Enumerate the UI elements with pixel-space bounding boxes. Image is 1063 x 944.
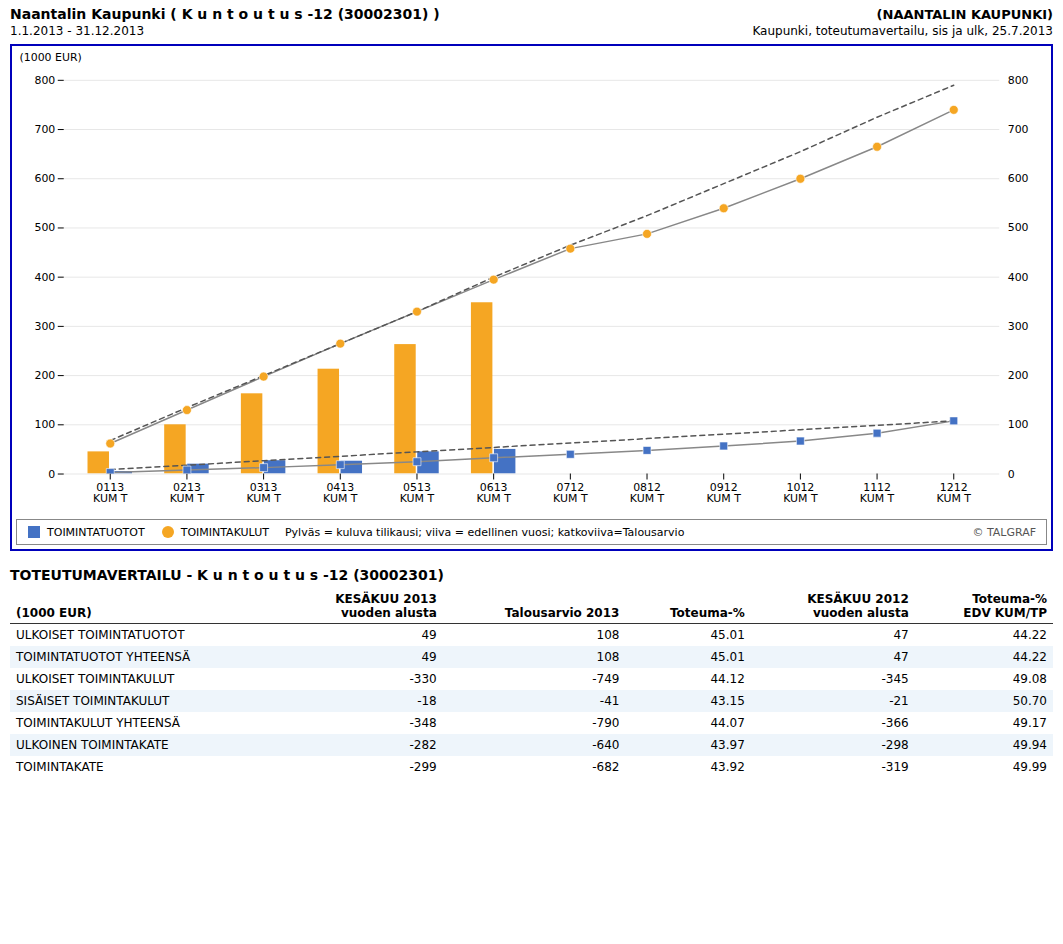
html-text:45.01: 45.01 <box>710 650 745 665</box>
html-text:-299: -299 <box>409 760 437 775</box>
svg-text:600: 600 <box>34 172 55 185</box>
html-text:Talousarvio 2013: Talousarvio 2013 <box>504 606 620 621</box>
svg-text:600: 600 <box>1008 172 1029 185</box>
html-text:SISÄISET TOIMINTAKULUT: SISÄISET TOIMINTAKULUT <box>16 694 170 709</box>
svg-text:1012KUM T: 1012KUM T <box>783 481 818 505</box>
html-text:-640: -640 <box>592 738 620 753</box>
html-text:49: 49 <box>421 628 437 643</box>
html-text:1.1.2013 - 31.12.2013: 1.1.2013 - 31.12.2013 <box>10 24 145 38</box>
html-text:44.22: 44.22 <box>1012 650 1047 665</box>
svg-text:0513KUM T: 0513KUM T <box>400 481 435 505</box>
html-text:49.99: 49.99 <box>1012 760 1047 775</box>
svg-text:300: 300 <box>1008 320 1029 333</box>
html-text:-345: -345 <box>881 672 909 687</box>
svg-text:(1000 EUR): (1000 EUR) <box>19 51 81 64</box>
svg-text:0912KUM T: 0912KUM T <box>706 481 741 505</box>
svg-text:0113KUM T: 0113KUM T <box>93 481 128 505</box>
html-text:-41: -41 <box>599 694 620 709</box>
html-text:KESÄKUU 2012 vuoden alusta: KESÄKUU 2012 vuoden alusta <box>807 592 909 621</box>
svg-text:500: 500 <box>34 221 55 234</box>
svg-text:400: 400 <box>1008 271 1029 284</box>
html-text:44.22: 44.22 <box>1012 628 1047 643</box>
html-text:49.94: 49.94 <box>1012 738 1047 753</box>
html-text:ULKOINEN TOIMINTAKATE: ULKOINEN TOIMINTAKATE <box>16 738 169 753</box>
html-text:ULKOISET TOIMINTATUOTOT: ULKOISET TOIMINTATUOTOT <box>16 628 185 643</box>
html-text:-330: -330 <box>409 672 437 687</box>
html-text:TOIMINTAKATE: TOIMINTAKATE <box>16 760 104 775</box>
html-text:-348: -348 <box>409 716 437 731</box>
svg-text:400: 400 <box>34 271 55 284</box>
html-text:50.70: 50.70 <box>1012 694 1047 709</box>
html-text:-18: -18 <box>417 694 437 709</box>
svg-text:300: 300 <box>34 320 55 333</box>
html-text:Kaupunki, toteutumavertailu, s: Kaupunki, toteutumavertailu, sis ja ulk,… <box>752 24 1053 38</box>
html-text:TOTEUTUMAVERTAILU - K u n t o: TOTEUTUMAVERTAILU - K u n t o u t u s -1… <box>10 567 444 584</box>
html-text:-366: -366 <box>881 716 909 731</box>
html-text:108: 108 <box>596 650 620 665</box>
html-text:49.17: 49.17 <box>1012 716 1047 731</box>
svg-text:1212KUM T: 1212KUM T <box>937 481 972 505</box>
svg-text:0812KUM T: 0812KUM T <box>630 481 665 505</box>
html-text:(NAANTALIN KAUPUNKI): (NAANTALIN KAUPUNKI) <box>876 7 1053 22</box>
svg-text:200: 200 <box>1008 369 1029 382</box>
html-text:ULKOISET TOIMINTAKULUT: ULKOISET TOIMINTAKULUT <box>16 672 175 687</box>
html-text:© TALGRAF: © TALGRAF <box>972 525 1036 539</box>
html-text:47: 47 <box>893 628 909 643</box>
html-text:-319: -319 <box>881 760 909 775</box>
html-text:-790: -790 <box>592 716 620 731</box>
html-text:TOIMINTAKULUT: TOIMINTAKULUT <box>180 525 269 539</box>
svg-text:200: 200 <box>34 369 55 382</box>
svg-text:0: 0 <box>48 468 55 481</box>
html-text:-298: -298 <box>881 738 909 753</box>
html-text:-282: -282 <box>409 738 437 753</box>
svg-text:0213KUM T: 0213KUM T <box>170 481 205 505</box>
html-text:Toteuma-% EDV KUM/TP: Toteuma-% EDV KUM/TP <box>963 592 1047 621</box>
svg-text:700: 700 <box>34 123 55 136</box>
svg-text:0413KUM T: 0413KUM T <box>323 481 358 505</box>
html-text:(1000 EUR): (1000 EUR) <box>16 606 92 621</box>
svg-text:0712KUM T: 0712KUM T <box>553 481 588 505</box>
html-text:44.12: 44.12 <box>710 672 745 687</box>
svg-text:700: 700 <box>1008 123 1029 136</box>
html-text:-21: -21 <box>889 694 909 709</box>
html-text:49: 49 <box>421 650 437 665</box>
svg-text:800: 800 <box>1008 74 1029 87</box>
svg-text:0: 0 <box>1008 468 1015 481</box>
svg-text:1112KUM T: 1112KUM T <box>860 481 895 505</box>
html-text:KESÄKUU 2013 vuoden alusta: KESÄKUU 2013 vuoden alusta <box>335 592 437 621</box>
html-text:Toteuma-%: Toteuma-% <box>669 606 745 621</box>
html-text:TOIMINTATUOTOT YHTEENSÄ: TOIMINTATUOTOT YHTEENSÄ <box>16 650 191 665</box>
svg-text:800: 800 <box>34 74 55 87</box>
html-text:-682: -682 <box>592 760 620 775</box>
html-text:Naantalin Kaupunki ( K u n t o: Naantalin Kaupunki ( K u n t o u t u s -… <box>10 6 440 22</box>
html-text:TOIMINTATUOTOT: TOIMINTATUOTOT <box>47 525 145 539</box>
html-text:43.15: 43.15 <box>710 694 745 709</box>
svg-text:100: 100 <box>34 418 55 431</box>
html-text:44.07: 44.07 <box>710 716 745 731</box>
html-text:108: 108 <box>596 628 620 643</box>
html-text:TOIMINTAKULUT YHTEENSÄ: TOIMINTAKULUT YHTEENSÄ <box>16 716 180 731</box>
html-text:45.01: 45.01 <box>710 628 745 643</box>
html-text:-749: -749 <box>592 672 620 687</box>
html-text:43.97: 43.97 <box>710 738 745 753</box>
html-text:49.08: 49.08 <box>1012 672 1047 687</box>
svg-text:500: 500 <box>1008 221 1029 234</box>
svg-text:0313KUM T: 0313KUM T <box>246 481 281 505</box>
svg-text:100: 100 <box>1008 418 1029 431</box>
html-text:Pylväs = kuluva tilikausi; vii: Pylväs = kuluva tilikausi; viiva = edell… <box>285 525 685 539</box>
html-text:43.92: 43.92 <box>710 760 745 775</box>
svg-text:0613KUM T: 0613KUM T <box>476 481 511 505</box>
html-text:47: 47 <box>893 650 909 665</box>
